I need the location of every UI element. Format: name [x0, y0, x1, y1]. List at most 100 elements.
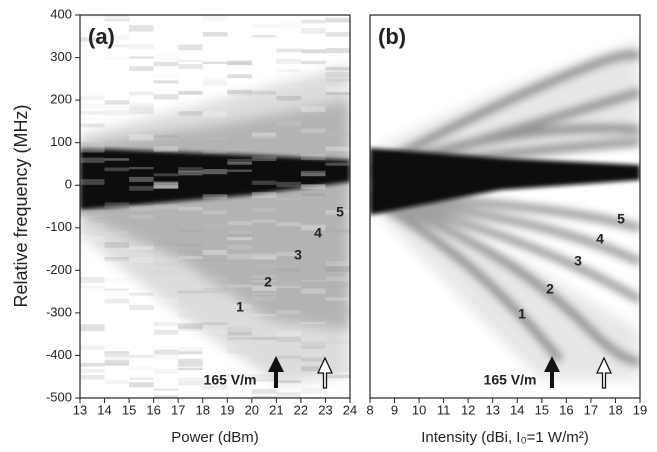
texture	[129, 176, 154, 182]
texture	[325, 20, 350, 23]
texture	[251, 296, 277, 301]
texture	[129, 56, 154, 59]
texture	[300, 341, 326, 346]
texture	[178, 325, 203, 331]
texture	[104, 35, 130, 40]
texture	[153, 54, 179, 61]
texture	[325, 341, 350, 344]
arrow-filled	[544, 356, 560, 388]
texture	[104, 242, 130, 248]
texture	[202, 61, 228, 65]
texture	[104, 288, 130, 291]
texture	[227, 230, 252, 234]
texture	[276, 254, 301, 257]
texture	[153, 146, 179, 152]
texture	[80, 374, 105, 380]
texture	[153, 258, 179, 263]
texture	[300, 154, 326, 157]
texture	[300, 357, 326, 362]
texture	[80, 123, 105, 128]
annotation: 2	[264, 274, 272, 290]
texture	[153, 321, 179, 327]
texture	[227, 244, 252, 250]
texture	[325, 366, 350, 372]
texture	[129, 214, 154, 219]
texture	[80, 37, 105, 42]
texture	[325, 283, 350, 288]
texture	[276, 251, 301, 255]
texture	[227, 284, 252, 288]
texture	[104, 353, 130, 360]
texture	[276, 331, 301, 337]
texture	[178, 290, 203, 294]
texture	[300, 289, 326, 294]
texture	[202, 322, 228, 325]
texture	[80, 212, 105, 218]
texture	[153, 173, 179, 177]
texture	[129, 245, 154, 251]
x-tick-label: 10	[412, 402, 426, 417]
texture	[251, 379, 277, 382]
texture	[251, 132, 277, 136]
x-tick-label: 12	[461, 402, 475, 417]
x-tick-label: 23	[318, 402, 332, 417]
texture	[325, 162, 350, 166]
texture	[276, 222, 301, 227]
texture	[202, 136, 228, 140]
texture	[202, 287, 228, 294]
texture	[325, 309, 350, 314]
texture	[129, 24, 154, 30]
x-tick-label: 14	[97, 402, 111, 417]
x-tick-label: 9	[391, 402, 398, 417]
annotation: 2	[546, 281, 554, 297]
texture	[80, 212, 105, 216]
y-tick-label: -100	[46, 219, 72, 234]
annotation: 4	[596, 231, 604, 247]
texture	[276, 75, 301, 82]
texture	[227, 349, 252, 354]
texture	[104, 141, 130, 147]
texture	[202, 210, 228, 215]
texture	[202, 274, 228, 281]
texture	[153, 353, 179, 360]
texture	[80, 111, 105, 115]
x-tick-label: 19	[220, 402, 234, 417]
annotation: 1	[518, 306, 526, 322]
texture	[300, 19, 326, 25]
texture	[129, 92, 154, 96]
annotation: 5	[336, 204, 344, 220]
texture	[80, 15, 105, 19]
texture	[202, 223, 228, 228]
frame-a	[79, 14, 351, 399]
x-tick-label: 18	[608, 402, 622, 417]
texture	[227, 332, 252, 336]
texture	[325, 375, 350, 379]
texture	[178, 206, 203, 211]
texture	[178, 312, 203, 318]
annotation: 3	[574, 253, 582, 269]
texture	[202, 328, 228, 335]
texture	[300, 224, 326, 229]
texture	[325, 212, 350, 216]
texture	[178, 351, 203, 355]
x-tick-label: 17	[584, 402, 598, 417]
texture	[325, 210, 350, 213]
texture	[300, 27, 326, 34]
texture	[300, 172, 326, 177]
texture	[227, 74, 252, 79]
texture	[104, 167, 130, 172]
annotation: 4	[314, 225, 322, 241]
texture	[227, 161, 252, 165]
texture	[202, 194, 228, 200]
panel-label: (b)	[378, 24, 406, 49]
texture	[227, 347, 252, 350]
x-tick-label: 15	[535, 402, 549, 417]
y-tick-label: 400	[50, 6, 72, 21]
y-tick-label: 300	[50, 49, 72, 64]
texture	[276, 392, 301, 397]
texture	[251, 275, 277, 279]
frame-b	[369, 14, 641, 399]
y-tick-label: 100	[50, 134, 72, 149]
y-tick-label: -200	[46, 262, 72, 277]
x-tick-label: 15	[122, 402, 136, 417]
